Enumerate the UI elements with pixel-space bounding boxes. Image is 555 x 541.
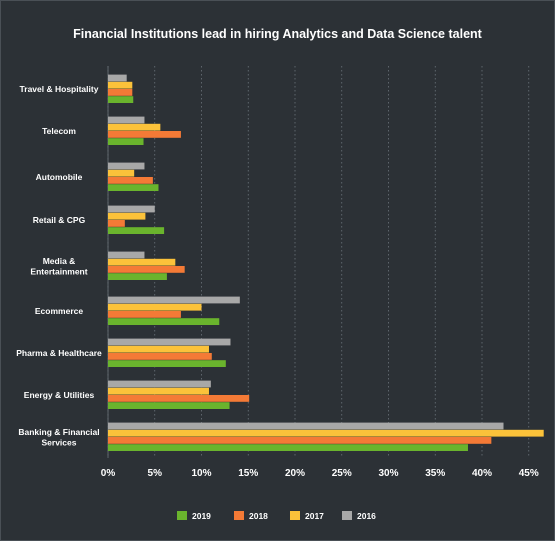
category-label: Telecom [42, 126, 76, 136]
category-label: Travel & Hospitality [20, 84, 99, 94]
bar [108, 318, 220, 325]
bar [108, 353, 212, 360]
category-label: Automobile [36, 172, 83, 182]
x-tick-label: 30% [378, 468, 398, 479]
legend: 2019 2018 2017 2016 [177, 511, 376, 521]
legend-label: 2016 [357, 511, 376, 521]
bar [108, 162, 145, 170]
bar [108, 258, 176, 266]
bar [108, 380, 211, 388]
x-tick-label: 10% [191, 468, 211, 479]
category-label: Energy & Utilities [24, 390, 95, 400]
bar [108, 131, 181, 138]
x-axis-tick-labels: 0% 5% 10% 15% 20% 25% 30% 35% 40% 45% [101, 468, 539, 479]
category-label: Pharma & Healthcare [16, 348, 102, 358]
bar [108, 138, 144, 145]
category-label: Media & Entertainment [30, 256, 87, 277]
x-tick-label: 0% [101, 468, 116, 479]
x-tick-label: 45% [519, 468, 539, 479]
bar [108, 429, 544, 437]
category-labels: Travel & Hospitality Telecom Automobile Ret… [16, 84, 102, 447]
bar [108, 169, 135, 177]
bar [108, 444, 468, 451]
bar [108, 296, 240, 304]
bar [108, 81, 133, 89]
x-tick-label: 40% [472, 468, 492, 479]
bar [108, 402, 230, 409]
bar [108, 437, 492, 444]
x-tick-label: 25% [332, 468, 352, 479]
bar [108, 338, 231, 346]
legend-swatch [342, 511, 352, 520]
bar [108, 422, 504, 430]
legend-swatch [234, 511, 244, 520]
bar [108, 360, 226, 367]
legend-label: 2018 [249, 511, 268, 521]
bar [108, 96, 134, 103]
legend-swatch [290, 511, 300, 520]
bar [108, 205, 155, 213]
bars [108, 74, 544, 451]
bar [108, 74, 127, 82]
bar [108, 220, 125, 227]
bar [108, 266, 185, 273]
x-tick-label: 20% [285, 468, 305, 479]
bar [108, 184, 159, 191]
bar [108, 311, 181, 318]
bar [108, 273, 167, 280]
x-tick-label: 5% [148, 468, 163, 479]
bar [108, 177, 153, 184]
bar [108, 227, 165, 234]
legend-swatch [177, 511, 187, 520]
x-tick-label: 35% [425, 468, 445, 479]
bar [108, 345, 209, 353]
bar [108, 251, 145, 259]
category-label: Retail & CPG [33, 215, 86, 225]
category-label: Banking & Financial Services [18, 427, 99, 448]
chart-title: Financial Institutions lead in hiring An… [73, 27, 482, 41]
bar [108, 387, 209, 395]
category-label: Ecommerce [35, 306, 83, 316]
bar [108, 116, 145, 124]
bar [108, 89, 133, 96]
legend-label: 2019 [192, 511, 211, 521]
bar [108, 395, 250, 402]
legend-label: 2017 [305, 511, 324, 521]
x-tick-label: 15% [238, 468, 258, 479]
bar [108, 123, 161, 131]
bar [108, 212, 146, 220]
bar [108, 303, 202, 311]
